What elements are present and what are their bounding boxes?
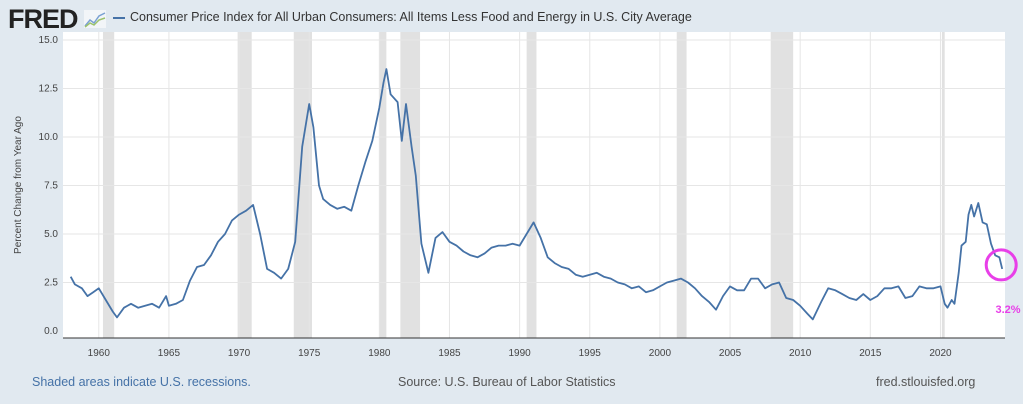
x-tick-label: 1975 xyxy=(298,348,321,359)
recessions-note[interactable]: Shaded areas indicate U.S. recessions. xyxy=(32,375,251,389)
latest-value-label: 3.2% xyxy=(995,304,1020,316)
x-tick-label: 1985 xyxy=(438,348,461,359)
x-tick-label: 2010 xyxy=(789,348,812,359)
y-tick-label: 7.5 xyxy=(44,181,58,192)
chart-title-text: Consumer Price Index for All Urban Consu… xyxy=(130,10,692,24)
y-tick-label: 2.5 xyxy=(44,278,58,289)
y-tick-label: 10.0 xyxy=(39,132,59,143)
x-tick-label: 1965 xyxy=(158,348,181,359)
x-tick-label: 1990 xyxy=(508,348,531,359)
legend-line-icon xyxy=(113,16,125,19)
y-tick-label: 12.5 xyxy=(39,84,59,95)
y-tick-label: 5.0 xyxy=(44,229,58,240)
x-tick-label: 1970 xyxy=(228,348,251,359)
source-note: Source: U.S. Bureau of Labor Statistics xyxy=(398,375,616,389)
x-tick-label: 2005 xyxy=(719,348,742,359)
x-tick-label: 1980 xyxy=(368,348,391,359)
y-tick-label: 15.0 xyxy=(39,35,59,46)
x-tick-label: 1960 xyxy=(88,348,111,359)
cpi-series-line xyxy=(69,68,1004,321)
highlight-circle xyxy=(984,248,1018,282)
x-tick-label: 2020 xyxy=(929,348,952,359)
x-tick-label: 2000 xyxy=(649,348,672,359)
x-tick-label: 2015 xyxy=(859,348,882,359)
fred-logo[interactable]: FRED xyxy=(8,4,78,34)
y-tick-label: 0.0 xyxy=(44,326,58,337)
chart-title: Consumer Price Index for All Urban Consu… xyxy=(113,10,692,24)
chart-logo-icon xyxy=(84,10,106,28)
x-tick-label: 1995 xyxy=(579,348,602,359)
y-axis-label: Percent Change from Year Ago xyxy=(13,116,24,254)
site-link[interactable]: fred.stlouisfed.org xyxy=(876,375,976,389)
